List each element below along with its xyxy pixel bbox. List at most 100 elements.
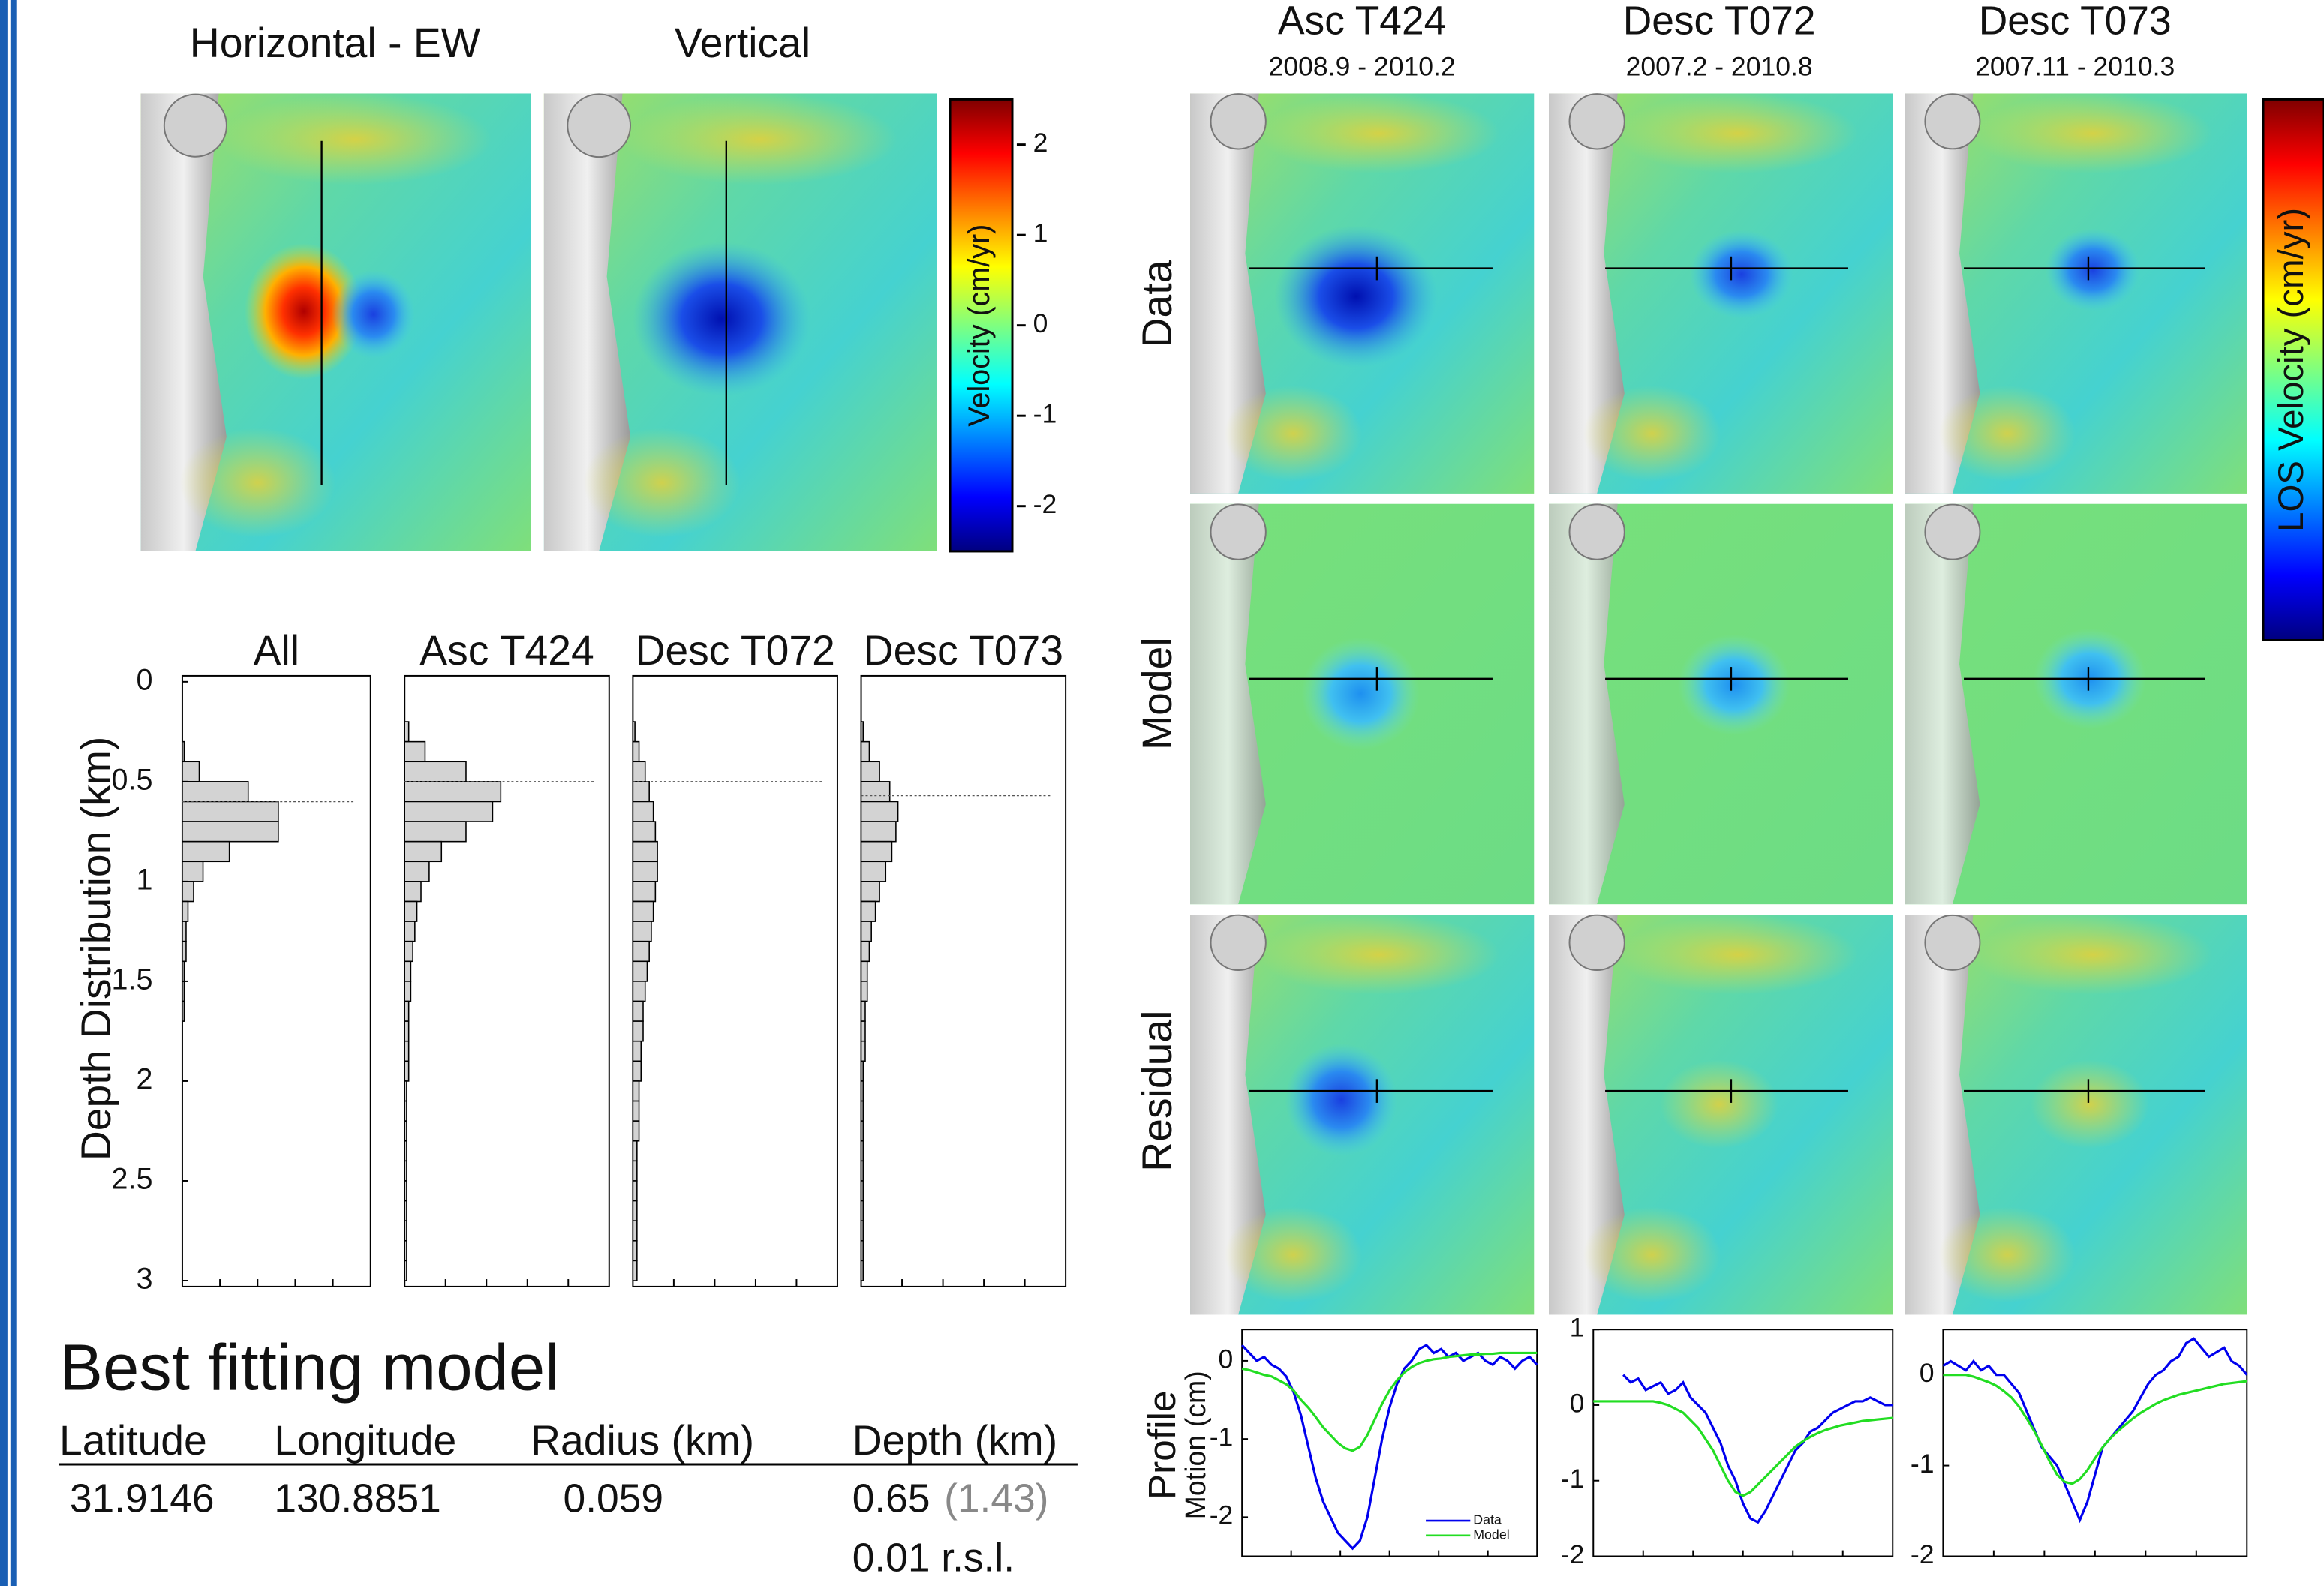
- histogram-bar: [404, 1120, 407, 1142]
- noise: [1617, 93, 1859, 174]
- colorbar-tick-label: 0: [1033, 308, 1048, 338]
- y-tick-label: 1.5: [112, 963, 153, 996]
- y-tick-label: -1: [1561, 1464, 1585, 1494]
- hillshade: [1549, 93, 1625, 494]
- crater: [1568, 503, 1625, 560]
- column-dates: 2007.11 - 2010.3: [1975, 51, 2175, 81]
- row-label: Data: [1134, 260, 1180, 347]
- row-label: Residual: [1134, 1011, 1180, 1172]
- hillshade: [1905, 503, 1980, 905]
- histogram-bar: [632, 1180, 638, 1202]
- y-tick-label: 3: [136, 1262, 152, 1295]
- noise: [1583, 385, 1721, 482]
- histogram-bar: [860, 781, 891, 803]
- histogram-bar: [860, 1000, 866, 1022]
- map-panel: [1190, 503, 1535, 905]
- noise: [1938, 385, 2076, 482]
- chart-title: Desc T072: [635, 627, 834, 674]
- histogram-bar: [860, 1080, 864, 1102]
- noise: [1617, 915, 1859, 995]
- histogram-bar: [404, 981, 412, 1002]
- histogram-bar: [860, 1060, 864, 1082]
- y-tick-label: 1: [136, 863, 152, 896]
- map-panel: [1190, 914, 1535, 1315]
- histogram-bar: [632, 1240, 638, 1262]
- plot-frame: [632, 674, 838, 1287]
- map-panel: [1905, 93, 2247, 494]
- histogram-bar: [404, 1080, 407, 1102]
- colorbar-tick-label: -2: [1033, 489, 1057, 519]
- colorbar-tick-label: 2: [1033, 128, 1048, 158]
- histogram-bar: [182, 900, 189, 922]
- histogram-bar: [632, 761, 646, 782]
- noise: [1258, 915, 1500, 995]
- histogram-bar: [860, 940, 870, 963]
- histogram-bar: [860, 761, 880, 782]
- histogram-bar: [632, 1060, 642, 1082]
- map-panel: [1905, 503, 2247, 905]
- y-tick-label: -2: [1561, 1539, 1585, 1569]
- map-panel: [1190, 93, 1535, 494]
- colorbar-label: Velocity (cm/yr): [963, 224, 996, 427]
- map-title: Horizontal - EW: [190, 20, 480, 66]
- histogram-bar: [182, 940, 187, 963]
- noise: [1258, 93, 1500, 174]
- histogram-bar: [632, 981, 646, 1002]
- hillshade: [1549, 915, 1625, 1315]
- histogram-bar: [632, 1140, 638, 1162]
- crater: [1210, 503, 1267, 560]
- series-line: [1593, 1400, 1893, 1497]
- histogram-bar: [860, 1200, 864, 1221]
- map-panel: [1905, 914, 2247, 1315]
- table-cell: 130.8851: [274, 1476, 440, 1521]
- histogram-bar: [860, 1140, 864, 1162]
- crater: [1924, 914, 1981, 971]
- histogram-bar: [860, 840, 893, 863]
- plot-frame: [181, 674, 371, 1287]
- histogram-bar: [404, 1260, 407, 1281]
- map-panel: [1549, 503, 1893, 905]
- histogram-bar: [182, 921, 187, 942]
- y-tick-label: 0: [1920, 1358, 1935, 1388]
- histogram-bar: [404, 761, 467, 782]
- deformation: [1301, 637, 1421, 750]
- histogram-bar: [404, 721, 410, 743]
- hillshade: [140, 93, 227, 551]
- histogram-bar: [860, 821, 897, 843]
- histogram-bar: [632, 1260, 638, 1281]
- colorbar: [949, 98, 1014, 553]
- deformation: [1689, 230, 1793, 319]
- histogram-bar: [632, 861, 658, 882]
- map-panel: [1549, 93, 1893, 494]
- row-label: Model: [1134, 637, 1180, 750]
- histogram-bar: [182, 861, 204, 882]
- table-header: Depth (km): [852, 1417, 1057, 1464]
- series-line: [1241, 1351, 1538, 1452]
- map-title: Vertical: [675, 20, 810, 66]
- noise: [1973, 915, 2213, 995]
- histogram-bar: [182, 840, 230, 863]
- deformation: [2030, 1059, 2149, 1149]
- series-line: [1622, 1374, 1893, 1524]
- y-tick-label: -1: [1210, 1422, 1234, 1452]
- table-title: Best fitting model: [59, 1331, 560, 1404]
- histogram-bar: [860, 1240, 864, 1262]
- histogram-bar: [404, 840, 443, 863]
- crater: [1924, 93, 1981, 150]
- table-cell: 31.9146: [70, 1476, 215, 1521]
- histogram-bar: [632, 721, 636, 743]
- noise: [622, 93, 897, 185]
- histogram-bar: [860, 921, 872, 942]
- plot-frame: [1241, 1329, 1538, 1557]
- y-tick-label: -1: [1911, 1449, 1935, 1479]
- histogram-bar: [860, 740, 870, 763]
- column-dates: 2007.2 - 2010.8: [1626, 51, 1813, 81]
- histogram-bar: [860, 900, 876, 922]
- histogram-bar: [860, 981, 868, 1002]
- histogram-bar: [182, 1000, 185, 1022]
- noise: [1583, 1206, 1721, 1303]
- histogram-bar: [632, 1200, 638, 1221]
- deformation: [1677, 634, 1790, 735]
